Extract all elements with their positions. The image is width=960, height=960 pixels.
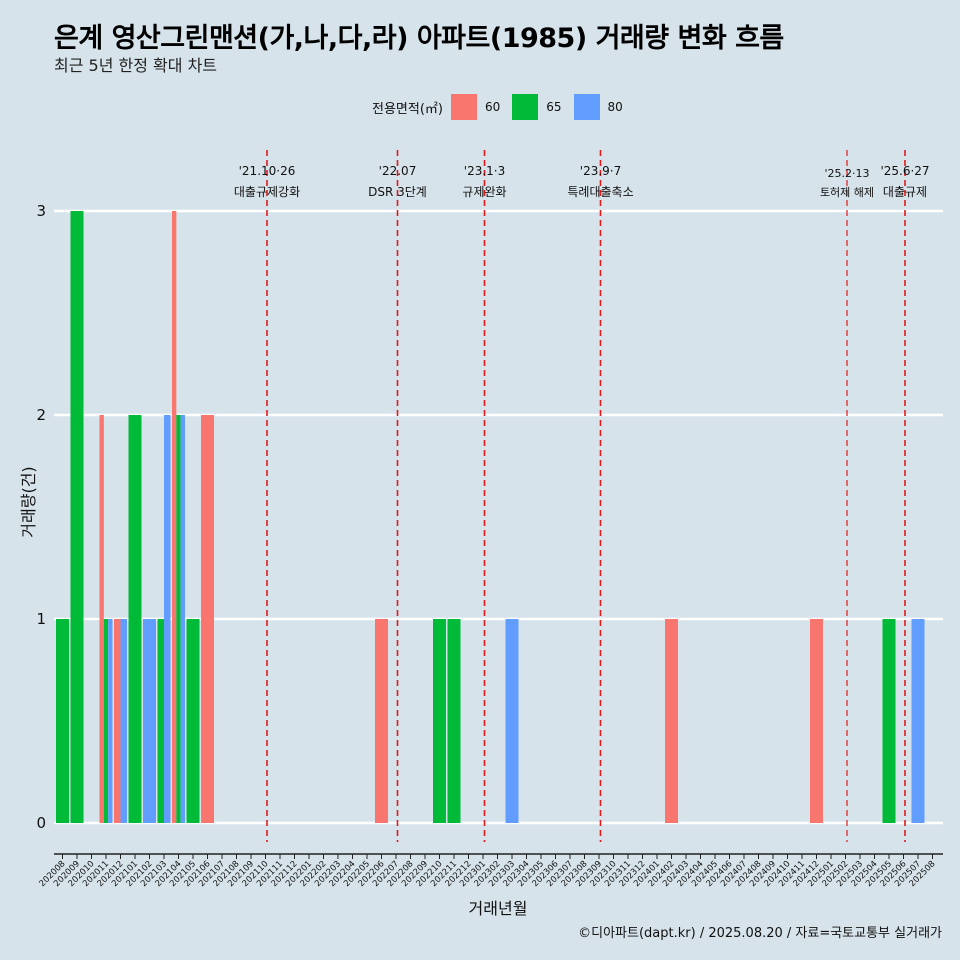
event-label-202301: 규제완화	[462, 185, 506, 199]
legend-key-60: 60	[450, 94, 501, 120]
event-label-202207: DSR 3단계	[368, 185, 427, 199]
event-date-202301: '23.1·3	[464, 164, 505, 178]
bar-65-202211	[447, 619, 461, 823]
bar-65-202011	[103, 619, 109, 823]
bar-65-202103	[157, 619, 164, 823]
bar-60-202206	[375, 619, 388, 823]
bar-65-202105	[186, 619, 200, 823]
legend-swatch-65	[512, 94, 539, 120]
bar-65-202008	[56, 619, 69, 823]
bar-80-202303	[505, 619, 519, 823]
event-date-202207: '22.07	[379, 164, 417, 178]
bar-80-202103	[164, 415, 171, 823]
bar-60-202412	[810, 619, 823, 823]
legend-key-80: 80	[573, 94, 623, 120]
legend-label-65: 65	[546, 100, 562, 114]
bar-60-202402	[665, 619, 678, 823]
bar-65-202009	[70, 211, 84, 823]
y-tick-label: 0	[36, 814, 46, 832]
source-caption: ©디아파트(dapt.kr) / 2025.08.20 / 자료=국토교통부 실…	[578, 926, 942, 941]
bar-65-202104	[176, 415, 181, 823]
bar-80-202507	[911, 619, 925, 823]
event-date-202502: '25.2·13	[824, 167, 869, 180]
y-tick-label: 3	[36, 202, 46, 220]
event-label-202502: 토허제 해제	[820, 185, 874, 199]
bar-60-202106	[201, 415, 214, 823]
bar-65-202101	[128, 415, 142, 823]
y-axis-title: 거래량(건)	[19, 466, 38, 537]
event-label-202110: 대출규제강화	[234, 185, 300, 199]
bar-60-202104	[172, 211, 177, 823]
event-date-202506: '25.6·27	[880, 164, 929, 178]
bar-80-202011	[108, 619, 113, 823]
legend-title: 전용면적(㎡)	[372, 101, 443, 117]
event-date-202309: '23.9·7	[580, 164, 621, 178]
bar-65-202210	[433, 619, 446, 823]
chart-subtitle: 최근 5년 한정 확대 차트	[54, 56, 218, 75]
x-axis-title: 거래년월	[469, 899, 528, 918]
y-tick-label: 1	[36, 610, 46, 628]
event-date-202110: '21.10·26	[239, 164, 296, 178]
legend-key-65: 65	[512, 94, 562, 120]
bar-65-202505	[882, 619, 896, 823]
legend-label-80: 80	[607, 100, 623, 114]
bar-60-202011	[99, 415, 104, 823]
bar-60-202012	[114, 619, 121, 823]
y-tick-label: 2	[36, 406, 46, 424]
legend-swatch-80	[573, 94, 600, 120]
legend-label-60: 60	[484, 100, 501, 114]
legend: 전용면적(㎡) 60 65 80	[372, 92, 635, 122]
bar-80-202102	[143, 619, 156, 823]
legend-swatch-60	[450, 94, 477, 120]
event-label-202309: 특례대출축소	[567, 185, 633, 199]
event-label-202506: 대출규제	[883, 185, 927, 199]
bar-80-202012	[120, 619, 127, 823]
bar-80-202104	[180, 415, 185, 823]
chart-title: 은계 영산그린맨션(가,나,다,라) 아파트(1985) 거래량 변화 흐름	[54, 23, 784, 54]
